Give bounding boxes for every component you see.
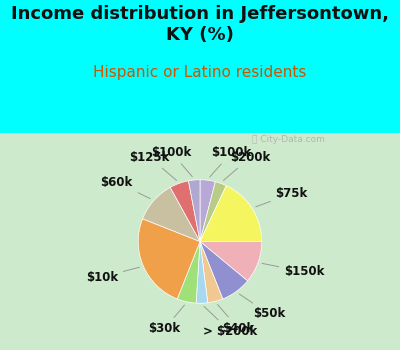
Text: $10k: $10k: [86, 267, 140, 284]
Wedge shape: [200, 180, 215, 242]
Text: $100k: $100k: [210, 146, 252, 177]
Text: $100k: $100k: [151, 146, 192, 177]
Text: Hispanic or Latino residents: Hispanic or Latino residents: [93, 65, 307, 80]
Wedge shape: [177, 241, 200, 303]
Wedge shape: [200, 241, 223, 303]
Text: $150k: $150k: [262, 264, 325, 278]
Text: $200k: $200k: [224, 151, 270, 180]
Text: $60k: $60k: [100, 176, 150, 198]
Wedge shape: [142, 187, 200, 241]
Wedge shape: [138, 219, 200, 299]
Wedge shape: [196, 241, 208, 303]
Wedge shape: [200, 182, 226, 241]
Wedge shape: [188, 180, 200, 242]
Text: Income distribution in Jeffersontown,
KY (%): Income distribution in Jeffersontown, KY…: [11, 5, 389, 44]
Text: $75k: $75k: [256, 187, 308, 207]
Wedge shape: [200, 241, 248, 299]
Text: ⓘ City-Data.com: ⓘ City-Data.com: [252, 135, 325, 144]
Text: $40k: $40k: [218, 304, 254, 335]
Wedge shape: [200, 186, 262, 241]
Text: $30k: $30k: [148, 305, 184, 335]
Wedge shape: [200, 241, 262, 281]
Text: > $200k: > $200k: [203, 306, 257, 337]
Text: $125k: $125k: [129, 151, 176, 180]
Text: $50k: $50k: [239, 294, 285, 321]
Wedge shape: [170, 181, 200, 242]
